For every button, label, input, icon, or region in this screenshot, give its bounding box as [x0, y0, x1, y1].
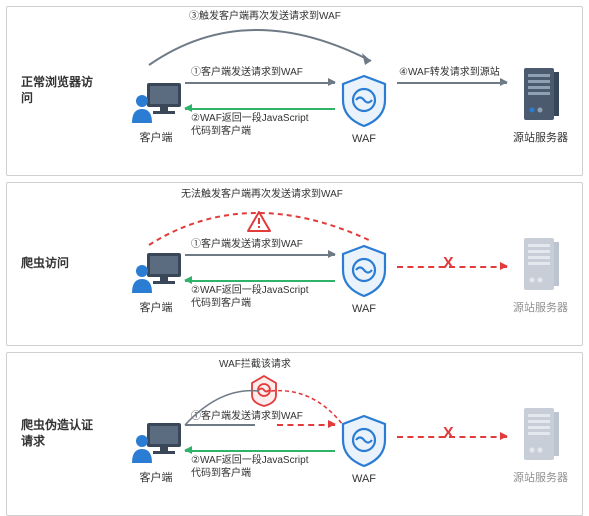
- arrow-step4-label: ④WAF转发请求到源站: [399, 67, 500, 80]
- diagram-normal: ③触发客户端再次发送请求到WAF ①客户端发送请求到WAF ②WAF返回一段Ja…: [99, 13, 572, 169]
- badge-connector: [185, 389, 345, 429]
- arc-step3: [147, 17, 375, 67]
- arrow-step2-label: ②WAF返回一段JavaScript代码到客户端: [191, 455, 341, 480]
- client-label: 客户端: [131, 469, 181, 485]
- client-icon: [131, 253, 181, 297]
- arrow-step1-label: ①客户端发送请求到WAF: [191, 239, 303, 252]
- waf-shield-icon: [339, 74, 389, 128]
- arrow-step2-label: ②WAF返回一段JavaScript代码到客户端: [191, 285, 341, 310]
- client-block: 客户端: [131, 423, 181, 485]
- origin-label: 源站服务器: [513, 299, 568, 315]
- client-icon: [131, 83, 181, 127]
- waf-label: WAF: [339, 473, 389, 485]
- diagram-forged: WAF拦截该请求 ①客户端发送请求到WAF ②WAF返回一段JavaScript…: [99, 359, 572, 509]
- waf-label: WAF: [339, 133, 389, 145]
- waf-label: WAF: [339, 303, 389, 315]
- panel-crawler: 爬虫访问 无法触发客户端再次发送请求到WAF ①客户端发送请求到WAF ②WAF…: [6, 182, 583, 346]
- origin-block: 源站服务器: [513, 66, 568, 145]
- waf-block: WAF: [339, 74, 389, 145]
- origin-block: 源站服务器: [513, 406, 568, 485]
- arrow-step1-label: ①客户端发送请求到WAF: [191, 67, 303, 80]
- client-icon: [131, 423, 181, 467]
- waf-shield-icon: [339, 414, 389, 468]
- client-block: 客户端: [131, 83, 181, 145]
- waf-shield-icon: [339, 244, 389, 298]
- waf-block: WAF: [339, 244, 389, 315]
- server-icon: [520, 66, 562, 124]
- origin-block: 源站服务器: [513, 236, 568, 315]
- panel-forged: 爬虫伪造认证请求 WAF拦截该请求 ①客户端发送请求到WAF: [6, 352, 583, 516]
- origin-label: 源站服务器: [513, 469, 568, 485]
- panel-title: 爬虫伪造认证请求: [21, 359, 99, 509]
- warning-triangle-icon: [247, 211, 271, 236]
- panel-normal: 正常浏览器访问 ③触发客户端再次发送请求到WAF ①客户端发送请求到WAF ②W…: [6, 6, 583, 176]
- panel-title: 正常浏览器访问: [21, 13, 99, 169]
- arc-fail-label: 无法触发客户端再次发送请求到WAF: [181, 189, 343, 202]
- arc-step3-label: ③触发客户端再次发送请求到WAF: [189, 11, 341, 24]
- x-mark: X: [443, 425, 454, 443]
- x-mark: X: [443, 255, 454, 273]
- origin-label: 源站服务器: [513, 129, 568, 145]
- client-label: 客户端: [131, 299, 181, 315]
- client-label: 客户端: [131, 129, 181, 145]
- server-icon: [520, 236, 562, 294]
- panel-title: 爬虫访问: [21, 189, 99, 339]
- arrow-step2-label: ②WAF返回一段JavaScript代码到客户端: [191, 113, 341, 138]
- server-icon: [520, 406, 562, 464]
- diagram-crawler: 无法触发客户端再次发送请求到WAF ①客户端发送请求到WAF ②WAF返回一段J…: [99, 189, 572, 339]
- client-block: 客户端: [131, 253, 181, 315]
- waf-block: WAF: [339, 414, 389, 485]
- block-label: WAF拦截该请求: [219, 359, 291, 372]
